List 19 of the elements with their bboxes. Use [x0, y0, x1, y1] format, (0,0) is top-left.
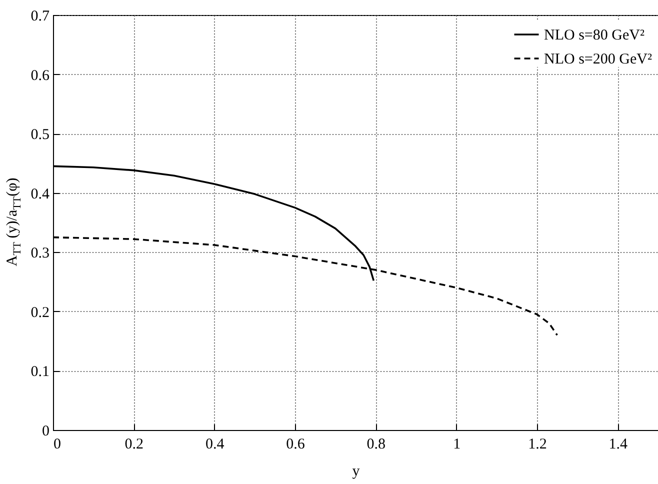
x-axis-title: y	[352, 464, 360, 480]
legend-label: NLO s=200 GeV²	[544, 52, 652, 68]
y-tick-label: 0.3	[30, 246, 50, 262]
x-tick-label: 0.4	[205, 436, 225, 452]
y-tick-label: 0.6	[30, 68, 50, 84]
x-tick-label: 1.2	[528, 436, 547, 452]
x-tick-label: 0.8	[366, 436, 386, 452]
y-tick-label: 0.5	[30, 127, 50, 144]
y-tick-label: 0.4	[30, 186, 50, 202]
y-tick-label: 0.7	[30, 8, 50, 24]
x-tick-label: 1.4	[608, 436, 628, 452]
x-tick-label: 1	[453, 436, 461, 452]
x-tick-label: 0.6	[286, 436, 306, 452]
x-tick-label: 0	[54, 436, 61, 452]
y-tick-label: 0	[42, 424, 50, 440]
y-tick-label: 0.2	[30, 304, 50, 321]
y-tick-label: 0.1	[30, 364, 50, 380]
legend-label: NLO s=80 GeV²	[544, 28, 645, 44]
x-tick-label: 0.2	[124, 436, 144, 452]
